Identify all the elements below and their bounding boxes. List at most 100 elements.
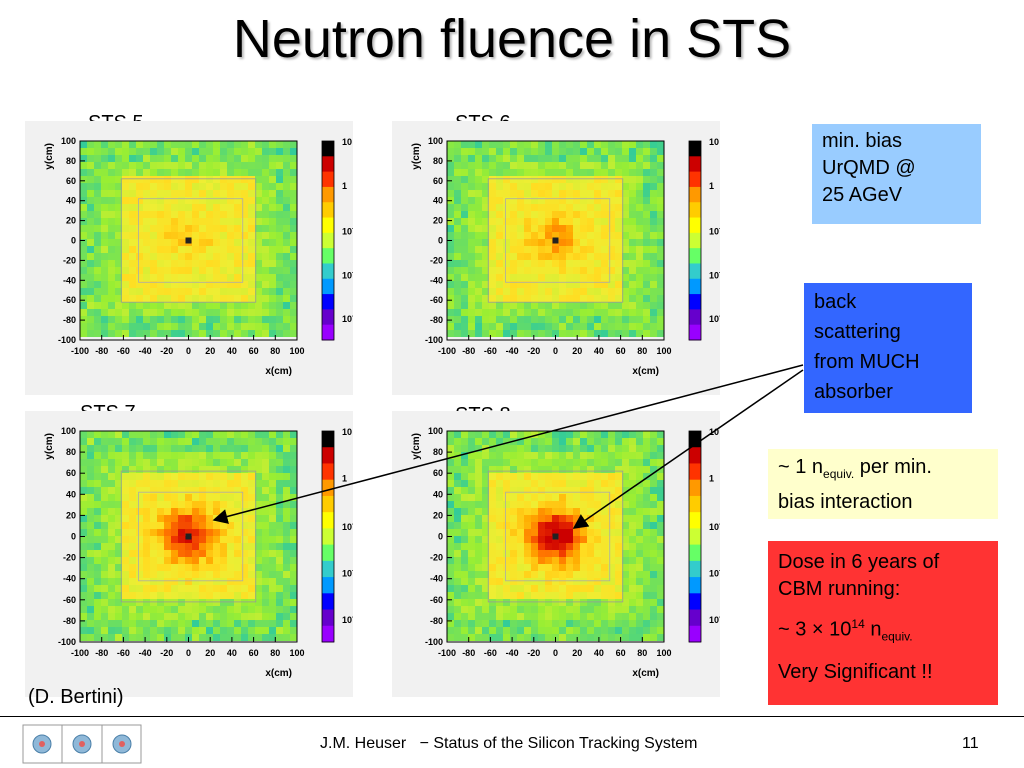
heatmap-cell [164,438,171,445]
heatmap-cell [643,267,650,274]
heatmap-cell [262,466,269,473]
heatmap-cell [566,232,573,239]
heatmap-cell [559,253,566,260]
heatmap-cell [531,627,538,634]
heatmap-cell [594,620,601,627]
heatmap-cell [510,260,517,267]
heatmap-cell [129,239,136,246]
y-tick-label: 80 [66,156,76,166]
heatmap-cell [122,606,129,613]
heatmap-cell [178,571,185,578]
heatmap-cell [461,197,468,204]
heatmap-cell [213,487,220,494]
heatmap-cell [206,218,213,225]
heatmap-cell [601,627,608,634]
heatmap-cell [573,599,580,606]
heatmap-cell [192,162,199,169]
heatmap-cell [157,211,164,218]
heatmap-cell [517,536,524,543]
heatmap-cell [482,599,489,606]
heatmap-cell [171,515,178,522]
heatmap-cell [650,501,657,508]
heatmap-cell [657,543,664,550]
heatmap-cell [559,501,566,508]
heatmap-cell [115,564,122,571]
heatmap-cell [636,522,643,529]
heatmap-cell [573,316,580,323]
heatmap-cell [262,232,269,239]
x-tick-label: -40 [139,648,152,658]
heatmap-cell [164,302,171,309]
heatmap-cell [220,197,227,204]
heatmap-cell [80,190,87,197]
colorbar-label: 10-2 [709,567,720,578]
heatmap-cell [108,508,115,515]
heatmap-cell [615,627,622,634]
heatmap-cell [213,529,220,536]
heatmap-cell [178,197,185,204]
heatmap-cell [248,190,255,197]
heatmap-cell [213,267,220,274]
heatmap-cell [524,529,531,536]
heatmap-cell [629,169,636,176]
heatmap-cell [545,438,552,445]
heatmap-cell [213,606,220,613]
heatmap-cell [87,578,94,585]
heatmap-cell [531,239,538,246]
heatmap-cell [545,246,552,253]
heatmap-cell [283,190,290,197]
heatmap-cell [227,480,234,487]
cbm-logo-icon [22,724,142,764]
x-tick-label: 0 [553,346,558,356]
heatmap-cell [234,197,241,204]
heatmap-cell [101,571,108,578]
heatmap-cell [234,473,241,480]
heatmap-cell [531,473,538,480]
heatmap-cell [622,218,629,225]
heatmap-cell [185,606,192,613]
heatmap-cell [447,253,454,260]
heatmap-cell [283,634,290,641]
heatmap-cell [510,494,517,501]
heatmap-cell [185,564,192,571]
heatmap-cell [636,571,643,578]
beam-hole [185,533,192,540]
colorbar-segment [689,278,701,295]
heatmap-cell [136,281,143,288]
heatmap-cell [580,634,587,641]
heatmap-cell [227,148,234,155]
heatmap-cell [290,239,297,246]
heatmap-cell [657,190,664,197]
heatmap-cell [608,571,615,578]
heatmap-cell [538,613,545,620]
heatmap-cell [199,302,206,309]
heatmap-cell [468,606,475,613]
heatmap-cell [199,459,206,466]
heatmap-cell [199,232,206,239]
heatmap-cell [538,309,545,316]
heatmap-cell [475,218,482,225]
heatmap-cell [150,197,157,204]
heatmap-cell [524,239,531,246]
heatmap-cell [241,445,248,452]
heatmap-cell [129,288,136,295]
heatmap-cell [157,162,164,169]
heatmap-cell [101,204,108,211]
heatmap-cell [636,543,643,550]
heatmap-cell [192,260,199,267]
heatmap-cell [566,162,573,169]
heatmap-cell [461,515,468,522]
heatmap-cell [87,571,94,578]
heatmap-cell [559,515,566,522]
heatmap-cell [594,267,601,274]
heatmap-cell [559,267,566,274]
heatmap-cell [157,302,164,309]
heatmap-cell [650,246,657,253]
heatmap-cell [136,330,143,337]
heatmap-cell [566,487,573,494]
heatmap-cell [115,232,122,239]
heatmap-cell [164,473,171,480]
beam-info-box: min. bias UrQMD @ 25 AGeV [812,124,981,224]
heatmap-cell [234,176,241,183]
heatmap-cell [538,459,545,466]
